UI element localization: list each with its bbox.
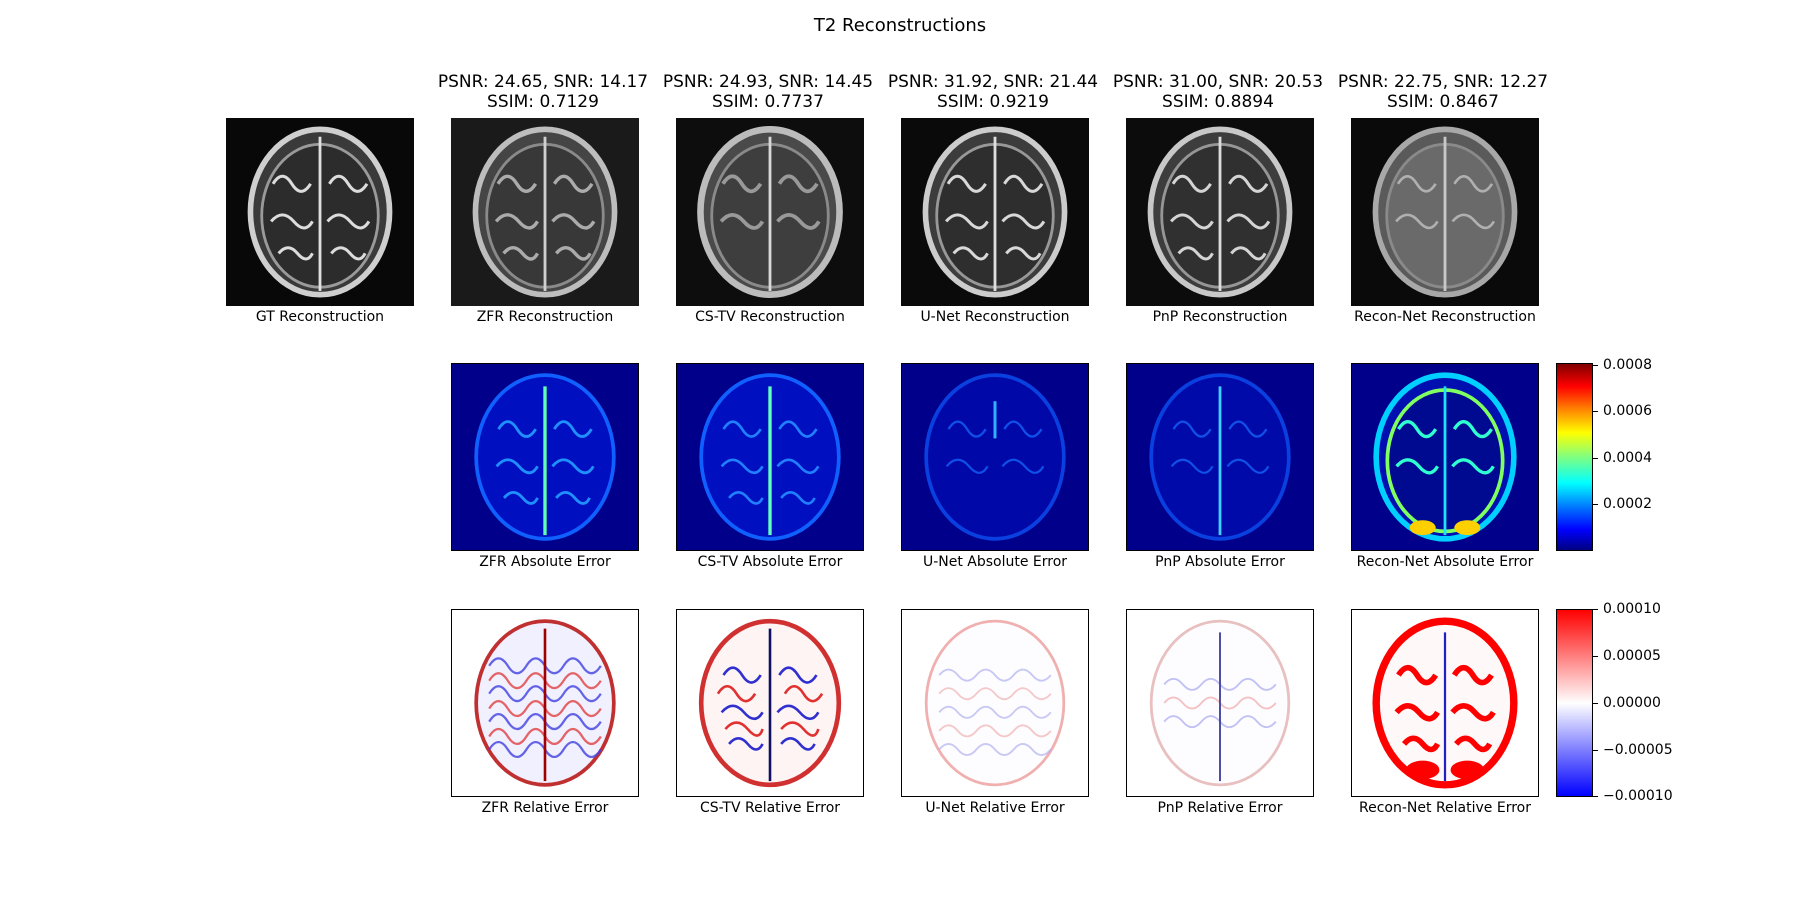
metric-title-cstv: PSNR: 24.93, SNR: 14.45 SSIM: 0.7737 [653,72,883,112]
metric-psnr-snr: PSNR: 24.93, SNR: 14.45 [662,72,874,92]
cstv-absolute-error-caption: CS-TV Absolute Error [697,554,843,570]
colorbar-tick-label: 0.0006 [1603,403,1652,419]
colorbar-tick [1593,796,1598,797]
unet-reconstruction-image [901,118,1089,306]
metric-title-reconnet: PSNR: 22.75, SNR: 12.27 SSIM: 0.8467 [1328,72,1558,112]
unet-absolute-error-caption: U-Net Absolute Error [922,554,1068,570]
reconnet-absolute-error-map [1351,363,1539,551]
metric-ssim: SSIM: 0.8894 [1162,92,1274,112]
colorbar-tick [1593,411,1598,412]
pnp-relative-error-map [1126,609,1314,797]
metric-title-pnp: PSNR: 31.00, SNR: 20.53 SSIM: 0.8894 [1103,72,1333,112]
colorbar-tick-label: 0.00000 [1603,695,1661,711]
colorbar-tick [1593,609,1598,610]
colorbar-tick-label: 0.00010 [1603,601,1661,617]
unet-relative-error-caption: U-Net Relative Error [925,800,1065,816]
colorbar-tick [1593,656,1598,657]
zfr-absolute-error-caption: ZFR Absolute Error [479,554,611,570]
zfr-relative-error-caption: ZFR Relative Error [481,800,609,816]
zfr-relative-error-map [451,609,639,797]
colorbar-tick-label: 0.0004 [1603,450,1652,466]
cstv-absolute-error-map [676,363,864,551]
colorbar-tick [1593,365,1598,366]
pnp-absolute-error-map [1126,363,1314,551]
colorbar-tick [1593,504,1598,505]
pnp-relative-error-caption: PnP Relative Error [1157,800,1283,816]
metric-ssim: SSIM: 0.8467 [1387,92,1499,112]
pnp-reconstruction-image [1126,118,1314,306]
zfr-absolute-error-map [451,363,639,551]
reconnet-absolute-error-caption: Recon-Net Absolute Error [1356,554,1534,570]
unet-relative-error-map [901,609,1089,797]
gt-reconstruction-image [226,118,414,306]
colorbar-tick-label: 0.00005 [1603,648,1661,664]
colorbar-tick [1593,750,1598,751]
metric-ssim: SSIM: 0.7129 [487,92,599,112]
metric-psnr-snr: PSNR: 24.65, SNR: 14.17 [437,72,649,92]
colorbar-tick-label: −0.00010 [1603,788,1673,804]
metric-psnr-snr: PSNR: 31.00, SNR: 20.53 [1112,72,1324,92]
cstv-reconstruction-image [676,118,864,306]
absolute-error-colorbar [1556,363,1593,551]
metric-ssim: SSIM: 0.9219 [937,92,1049,112]
cstv-relative-error-caption: CS-TV Relative Error [699,800,841,816]
pnp-absolute-error-caption: PnP Absolute Error [1155,554,1285,570]
colorbar-tick-label: 0.0002 [1603,496,1652,512]
metric-psnr-snr: PSNR: 31.92, SNR: 21.44 [887,72,1099,92]
gt-reconstruction-caption: GT Reconstruction [255,309,385,325]
pnp-reconstruction-caption: PnP Reconstruction [1152,309,1288,325]
cstv-relative-error-map [676,609,864,797]
colorbar-tick-label: −0.00005 [1603,742,1673,758]
colorbar-tick [1593,703,1598,704]
colorbar-tick [1593,458,1598,459]
reconnet-reconstruction-caption: Recon-Net Reconstruction [1354,309,1536,325]
metric-ssim: SSIM: 0.7737 [712,92,824,112]
unet-absolute-error-map [901,363,1089,551]
relative-error-colorbar [1556,609,1593,797]
unet-reconstruction-caption: U-Net Reconstruction [920,309,1070,325]
metric-title-unet: PSNR: 31.92, SNR: 21.44 SSIM: 0.9219 [878,72,1108,112]
colorbar-tick-label: 0.0008 [1603,357,1652,373]
metric-title-zfr: PSNR: 24.65, SNR: 14.17 SSIM: 0.7129 [428,72,658,112]
reconnet-relative-error-caption: Recon-Net Relative Error [1359,800,1531,816]
zfr-reconstruction-image [451,118,639,306]
reconnet-reconstruction-image [1351,118,1539,306]
zfr-reconstruction-caption: ZFR Reconstruction [476,309,614,325]
cstv-reconstruction-caption: CS-TV Reconstruction [695,309,845,325]
figure-title: T2 Reconstructions [813,15,987,36]
reconnet-relative-error-map [1351,609,1539,797]
metric-psnr-snr: PSNR: 22.75, SNR: 12.27 [1337,72,1549,92]
